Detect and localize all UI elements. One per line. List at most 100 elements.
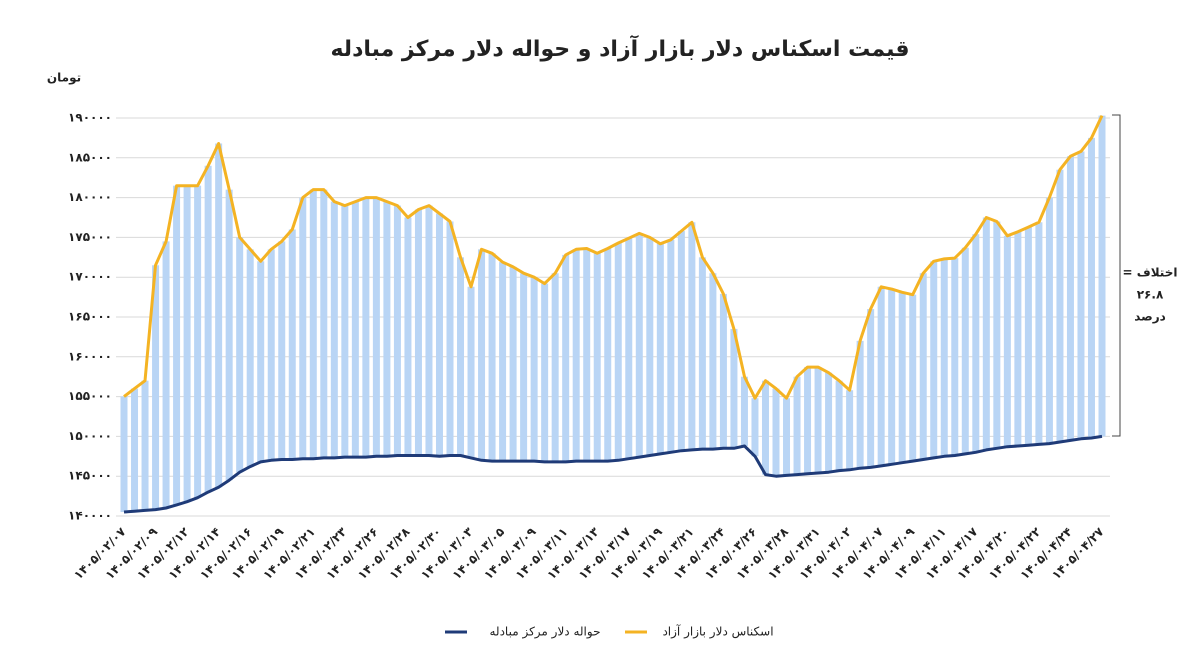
hi-lo-bar bbox=[835, 380, 843, 471]
hi-lo-bar bbox=[435, 213, 443, 457]
hi-lo-bar bbox=[698, 257, 706, 450]
y-tick-label: ۱۸۰۰۰۰ bbox=[68, 190, 112, 204]
hi-lo-bar bbox=[278, 241, 286, 460]
hi-lo-bar bbox=[814, 367, 822, 474]
hi-lo-bar bbox=[1066, 156, 1074, 441]
hi-lo-bar bbox=[120, 396, 128, 513]
hi-lo-bar bbox=[625, 238, 633, 459]
y-unit: تومان bbox=[47, 71, 81, 86]
hi-lo-bar bbox=[772, 388, 780, 477]
hi-lo-bar bbox=[993, 221, 1001, 449]
hi-lo-bar bbox=[257, 261, 265, 462]
hi-lo-bar bbox=[414, 209, 422, 456]
hi-lo-bar bbox=[709, 273, 717, 450]
hi-lo-bar bbox=[467, 286, 475, 458]
series-line bbox=[123, 434, 1103, 514]
hi-lo-bar bbox=[299, 197, 307, 459]
hi-lo-bar bbox=[562, 254, 570, 462]
y-tick-label: ۱۵۵۰۰۰ bbox=[68, 389, 112, 403]
y-tick-label: ۱۸۵۰۰۰ bbox=[68, 150, 112, 164]
hi-lo-bar bbox=[320, 189, 328, 458]
hi-lo-bar bbox=[446, 221, 454, 456]
y-tick-label: ۱۶۵۰۰۰ bbox=[68, 310, 112, 324]
hi-lo-bar bbox=[215, 143, 223, 488]
hi-lo-bar bbox=[593, 253, 601, 462]
hi-lo-bar bbox=[804, 367, 812, 474]
hi-lo-bar bbox=[383, 201, 391, 457]
hi-lo-bar bbox=[719, 293, 727, 449]
y-tick-label: ۱۶۰۰۰۰ bbox=[68, 349, 112, 363]
hi-lo-bar bbox=[1035, 222, 1043, 445]
hi-lo-bar bbox=[1087, 137, 1095, 438]
hi-lo-bar bbox=[898, 292, 906, 463]
hi-lo-bar bbox=[961, 247, 969, 454]
hi-lo-bar bbox=[1003, 235, 1011, 447]
hi-lo-bar bbox=[173, 185, 181, 505]
hi-lo-bar bbox=[309, 189, 317, 459]
hi-lo-bar bbox=[131, 388, 139, 512]
hi-lo-bar bbox=[614, 242, 622, 461]
annotation: اختلاف = bbox=[1123, 266, 1178, 280]
hi-lo-bar bbox=[425, 205, 433, 456]
hi-lo-bar bbox=[1098, 115, 1106, 437]
hi-lo-bar bbox=[225, 189, 233, 481]
annotation: درصد bbox=[1134, 310, 1166, 324]
hi-lo-bar bbox=[919, 273, 927, 460]
hi-lo-bar bbox=[520, 273, 528, 462]
hi-lo-bar bbox=[1077, 151, 1085, 439]
hi-lo-bar bbox=[604, 248, 612, 462]
hi-lo-bar bbox=[688, 222, 696, 450]
hi-lo-bar bbox=[856, 340, 864, 469]
hi-lo-bar bbox=[152, 265, 160, 510]
hi-lo-bar bbox=[404, 217, 412, 456]
hi-lo-bar bbox=[141, 380, 149, 511]
hi-lo-bar bbox=[793, 376, 801, 475]
hi-lo-bar bbox=[362, 197, 370, 458]
legend-label: اسکناس دلار بازار آزاد bbox=[662, 624, 773, 640]
hi-lo-bar bbox=[499, 262, 507, 462]
hi-lo-bar bbox=[194, 185, 202, 498]
hi-lo-bar bbox=[478, 249, 486, 461]
hi-lo-bar bbox=[656, 243, 664, 454]
hi-lo-bar bbox=[972, 234, 980, 453]
y-tick-label: ۱۷۰۰۰۰ bbox=[68, 270, 112, 284]
hi-lo-bar bbox=[583, 248, 591, 462]
hi-lo-bar bbox=[783, 398, 791, 476]
hi-lo-bar bbox=[372, 197, 380, 457]
hi-lo-bar bbox=[951, 258, 959, 456]
hi-lo-bar bbox=[867, 309, 875, 468]
hi-lo-bar bbox=[751, 398, 759, 457]
hi-lo-bar bbox=[162, 241, 170, 509]
hi-lo-bar bbox=[204, 165, 212, 493]
hi-lo-bar bbox=[541, 283, 549, 462]
hi-lo-bar bbox=[940, 258, 948, 457]
hi-lo-bar bbox=[982, 217, 990, 450]
hi-lo-bar bbox=[930, 261, 938, 458]
hi-lo-bar bbox=[393, 205, 401, 456]
hi-lo-bar bbox=[635, 233, 643, 458]
series-line bbox=[123, 114, 1104, 400]
bracket bbox=[1112, 114, 1121, 437]
hi-lo-bar bbox=[667, 239, 675, 453]
hi-lo-bar bbox=[551, 273, 559, 462]
hi-lo-bar bbox=[1014, 231, 1022, 446]
y-tick-label: ۱۹۰۰۰۰ bbox=[68, 111, 112, 125]
hi-lo-bar bbox=[1045, 197, 1053, 444]
hi-lo-bar bbox=[246, 249, 254, 467]
hi-lo-bar bbox=[351, 201, 359, 458]
hi-lo-bar bbox=[457, 257, 465, 456]
y-tick-label: ۱۵۰۰۰۰ bbox=[68, 429, 112, 443]
hi-lo-bar bbox=[846, 390, 854, 470]
hi-lo-bar bbox=[267, 249, 275, 461]
annotation: ۲۶.۸ bbox=[1137, 288, 1164, 302]
hi-lo-bar bbox=[761, 380, 769, 475]
hi-lo-bar bbox=[1056, 169, 1064, 442]
hi-lo-bar bbox=[677, 231, 685, 451]
hi-lo-bar bbox=[730, 328, 738, 449]
hi-lo-bar bbox=[740, 376, 748, 446]
hi-lo-bar bbox=[509, 266, 517, 462]
hi-lo-bar bbox=[877, 286, 885, 466]
hi-lo-bar bbox=[488, 253, 496, 462]
hi-lo-bar bbox=[341, 205, 349, 458]
